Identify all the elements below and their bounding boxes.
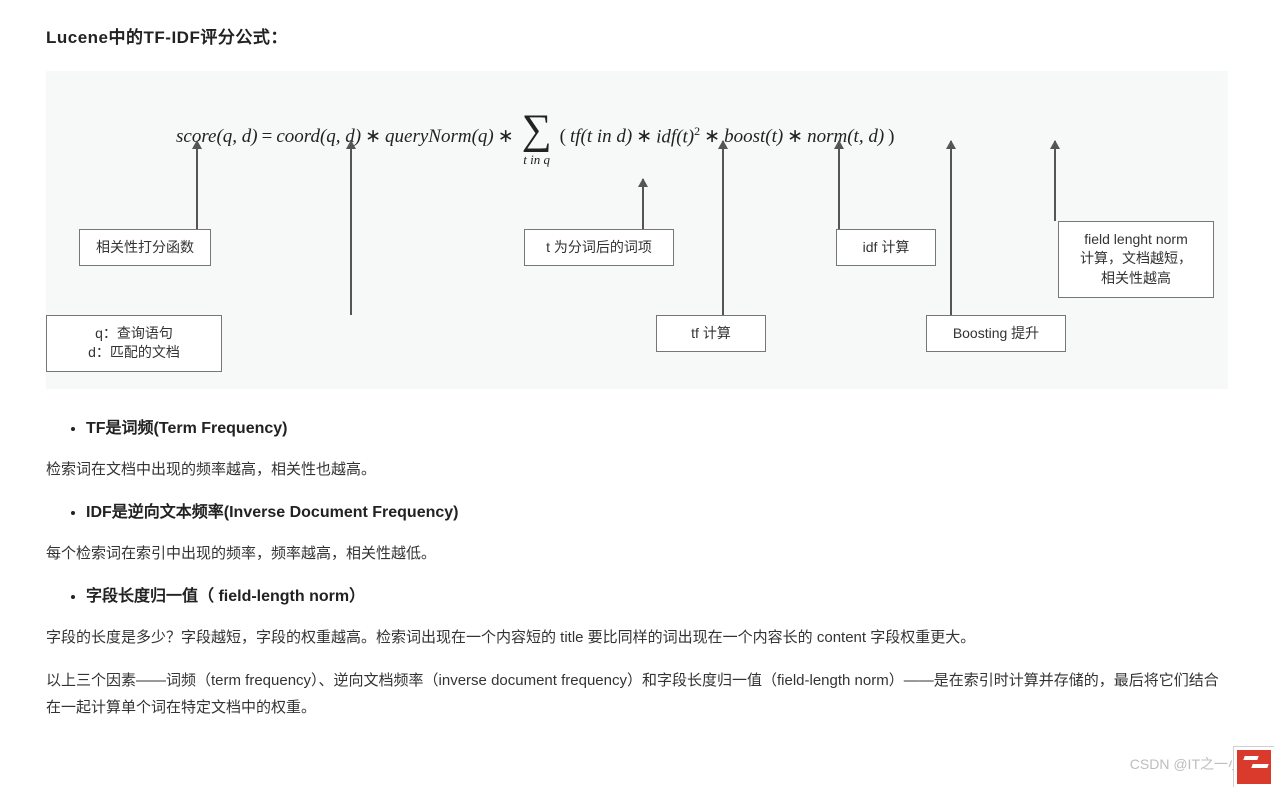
star-3: ∗: [636, 121, 652, 153]
arrow-tf: [722, 141, 724, 315]
para-tf: 检索词在文档中出现的频率越高，相关性也越高。: [46, 456, 1228, 483]
annot-norm-l1: field lenght norm: [1073, 230, 1199, 250]
sigma: ∑ t in q: [522, 109, 552, 166]
section-title: Lucene中的TF-IDF评分公式：: [46, 24, 1228, 53]
annot-norm-l2: 计算，文档越短，: [1073, 249, 1199, 269]
arrow-score: [196, 141, 198, 229]
annot-score: 相关性打分函数: [79, 229, 211, 267]
annot-qd-l2: d：匹配的文档: [61, 343, 207, 363]
para-summary: 以上三个因素——词频（term frequency）、逆向文档频率（invers…: [46, 667, 1228, 721]
arrow-norm: [1054, 141, 1056, 221]
star-5: ∗: [787, 121, 803, 153]
annot-norm: field lenght norm 计算，文档越短， 相关性越高: [1058, 221, 1214, 298]
paren-close: ): [888, 121, 894, 153]
bullet-list: TF是词频(Term Frequency): [46, 415, 1228, 442]
annot-qd-l1: q：查询语句: [61, 324, 207, 344]
bullet-idf: IDF是逆向文本频率(Inverse Document Frequency): [86, 499, 1228, 526]
star-1: ∗: [365, 121, 381, 153]
bullet-norm: 字段长度归一值（ field-length norm）: [86, 583, 1228, 610]
formula-boost: boost(t): [724, 121, 783, 153]
sigma-sub: t in q: [523, 153, 550, 166]
annot-qd: q：查询语句 d：匹配的文档: [46, 315, 222, 372]
formula-tf: tf(t in d): [570, 121, 632, 153]
para-idf: 每个检索词在索引中出现的频率，频率越高，相关性越低。: [46, 540, 1228, 567]
equals: =: [262, 121, 273, 153]
annot-norm-l3: 相关性越高: [1073, 269, 1199, 289]
formula-querynorm: queryNorm(q): [385, 121, 494, 153]
arrow-idf: [838, 141, 840, 229]
annot-idf: idf 计算: [836, 229, 936, 267]
star-2: ∗: [498, 121, 514, 153]
bullet-list: 字段长度归一值（ field-length norm）: [46, 583, 1228, 610]
idf-base: idf(t): [656, 126, 694, 147]
formula-norm: norm(t, d): [807, 121, 884, 153]
arrow-qd: [350, 141, 352, 315]
sigma-symbol: ∑: [522, 109, 552, 151]
scoring-formula: score(q, d) = coord(q, d) ∗ queryNorm(q)…: [176, 109, 1198, 166]
arrow-boost: [950, 141, 952, 315]
bullet-list: IDF是逆向文本频率(Inverse Document Frequency): [46, 499, 1228, 526]
annot-boost: Boosting 提升: [926, 315, 1066, 353]
arrow-tinq: [642, 179, 644, 229]
formula-idf: idf(t)2: [656, 121, 700, 154]
annot-tf: tf 计算: [656, 315, 766, 353]
formula-lhs: score(q, d): [176, 121, 258, 153]
para-norm: 字段的长度是多少？字段越短，字段的权重越高。检索词出现在一个内容短的 title…: [46, 624, 1228, 651]
annot-tinq: t 为分词后的词项: [524, 229, 674, 267]
csdn-logo-icon: [1234, 747, 1274, 787]
bullet-tf: TF是词频(Term Frequency): [86, 415, 1228, 442]
formula-diagram: score(q, d) = coord(q, d) ∗ queryNorm(q)…: [46, 71, 1228, 389]
idf-exp: 2: [694, 124, 700, 138]
paren-open: (: [560, 121, 566, 153]
